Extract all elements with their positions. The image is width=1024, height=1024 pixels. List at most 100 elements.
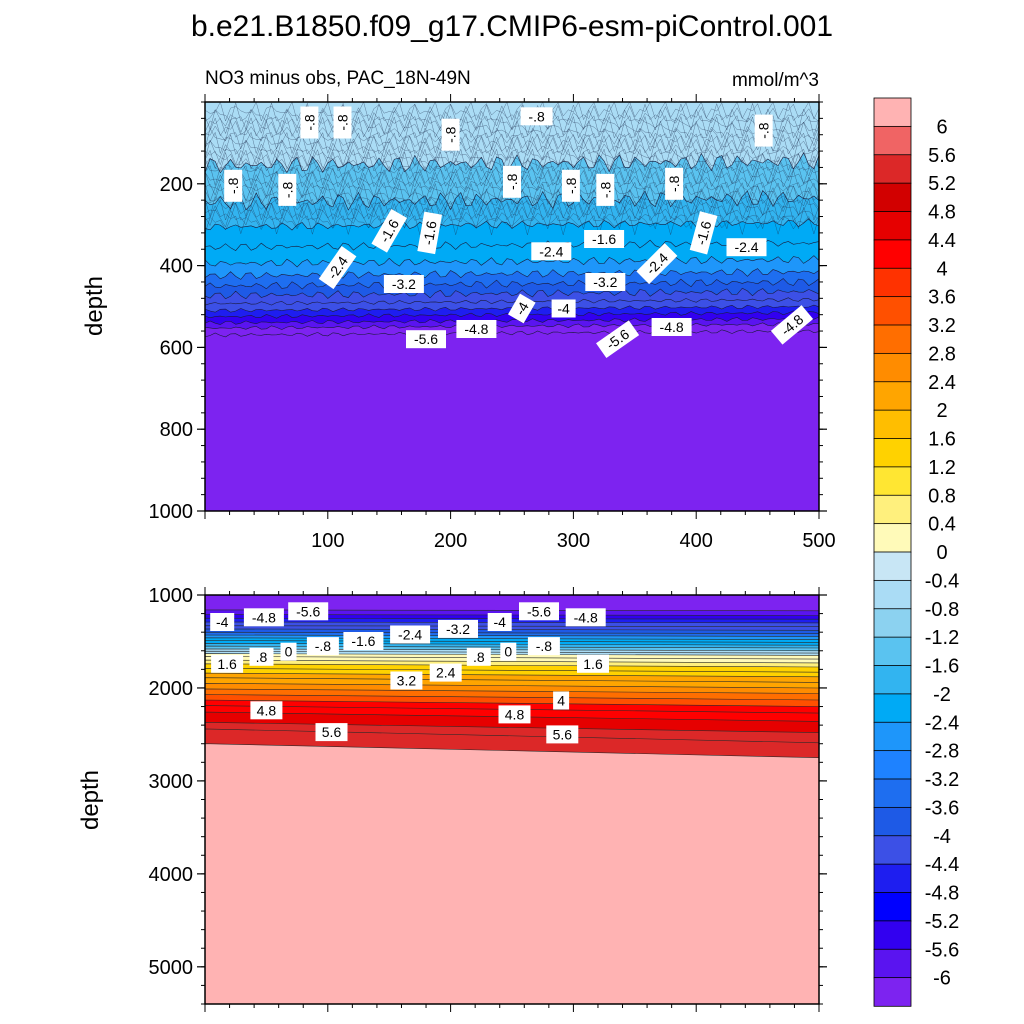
bottom-contour-band — [205, 743, 819, 1004]
colorbar-tick-label: 3.6 — [928, 287, 956, 309]
bottom-contour-label-bg — [243, 608, 284, 627]
top-contour-line — [205, 214, 819, 236]
top-contour-line — [205, 198, 819, 221]
bottom-contour-label-bg — [438, 619, 478, 638]
top-x-tick-label: 500 — [802, 530, 835, 552]
top-x-tick-label: 100 — [311, 530, 344, 552]
top-contour-label-bg — [596, 173, 615, 206]
bottom-contour-label-bg — [466, 647, 491, 666]
top-contour-line — [205, 102, 819, 122]
top-y-tick-label: 600 — [160, 337, 193, 359]
top-contour-line — [205, 150, 819, 172]
bottom-contour-label-text: -4.8 — [252, 609, 276, 625]
colorbar-tick-label: -1.2 — [925, 627, 959, 649]
colorbar-tick-label: -2.8 — [925, 741, 959, 763]
bottom-contour-label-bg — [250, 701, 283, 720]
bottom-y-tick-label: 5000 — [149, 957, 194, 979]
bottom-contour-label-bg — [519, 602, 559, 621]
top-y-tick-label: 200 — [160, 174, 193, 196]
bottom-contour-label-bg — [565, 608, 606, 627]
top-y-tick-label: 800 — [160, 419, 193, 441]
colorbar-swatch — [873, 182, 912, 213]
top-contour-label: -1.6 — [417, 211, 443, 255]
bottom-contour-label: -1.6 — [343, 632, 384, 650]
top-contour-label: -.8 — [520, 107, 553, 126]
top-contour-label: -2.4 — [726, 238, 767, 257]
top-contour-label: -.8 — [665, 167, 684, 200]
top-contour-label: -1.6 — [689, 211, 718, 255]
top-contour-label-text: -1.6 — [420, 219, 440, 246]
colorbar-swatch — [873, 750, 912, 780]
top-x-tick-label: 400 — [680, 530, 713, 552]
colorbar-tick-label: 1.2 — [928, 457, 956, 479]
top-contour-label-bg — [726, 238, 767, 257]
top-contour-label-bg — [754, 114, 773, 147]
bottom-contour-label: 1.6 — [211, 654, 244, 673]
bottom-contour-label-text: -4.8 — [574, 609, 598, 625]
colorbar-tick-label: 2.8 — [928, 343, 956, 365]
colorbar-tick-label: 2.4 — [928, 372, 956, 394]
bottom-contour-label: -4.8 — [565, 608, 606, 627]
top-contour-label-bg — [456, 320, 497, 338]
colorbar-tick-label: -5.6 — [925, 939, 959, 961]
bottom-y-tick-label: 4000 — [149, 864, 194, 886]
top-contour-label-bg — [689, 211, 718, 255]
top-x-tick-label: 300 — [557, 530, 590, 552]
colorbar-tick-label: 1.6 — [928, 429, 956, 451]
bottom-contour-label: 0 — [280, 642, 297, 661]
colorbar-tick-label: -3.6 — [925, 797, 959, 819]
colorbar-swatch — [873, 835, 912, 865]
colorbar-swatch — [873, 636, 912, 667]
colorbar-swatch — [873, 211, 912, 241]
colorbar-swatch — [873, 665, 912, 695]
colorbar-tick-label: 4.8 — [928, 202, 956, 224]
bottom-contour-label-text: -.8 — [315, 638, 332, 654]
bottom-contour-label-bg — [306, 637, 339, 656]
bottom-contour-label: 1.6 — [577, 654, 609, 673]
bottom-contour-label-bg — [390, 671, 423, 690]
top-contour-label-bg — [300, 106, 319, 139]
top-contour-line — [205, 133, 819, 155]
top-contour-label: -.8 — [754, 114, 773, 147]
bottom-contour-label: 5.6 — [315, 723, 348, 742]
top-contour-label-text: -.8 — [301, 114, 317, 131]
bottom-contour-label-bg — [429, 663, 462, 682]
top-contour-line — [205, 102, 819, 123]
top-contour-label: -4 — [551, 299, 576, 318]
bottom-contour-label-bg — [546, 725, 579, 744]
top-contour-label: -.8 — [561, 169, 580, 202]
top-contour-label-bg — [651, 318, 692, 336]
bottom-contour-label: -3.2 — [438, 619, 478, 638]
top-contour-label: -3.2 — [383, 275, 424, 293]
colorbar-tick-label: 5.6 — [928, 145, 956, 167]
colorbar-tick-label: -3.2 — [925, 769, 959, 791]
bottom-contour-label: 0 — [500, 642, 517, 661]
colorbar-swatch — [873, 693, 912, 723]
colorbar-swatch — [873, 267, 912, 298]
bottom-contour-label-bg — [280, 642, 297, 661]
bottom-contour-label-text: -.8 — [536, 638, 553, 654]
top-contour-label-text: -.8 — [225, 177, 241, 194]
colorbar-swatch — [873, 892, 912, 922]
bottom-contour-label-text: 0 — [504, 644, 512, 660]
bottom-contour-label-text: 5.6 — [553, 726, 573, 742]
bottom-contour-label: -.8 — [527, 637, 560, 656]
colorbar-tick-label: -5.2 — [925, 911, 959, 933]
bottom-contour-label: -4 — [210, 613, 235, 631]
bottom-contour-label-bg — [211, 654, 244, 673]
colorbar-swatch — [873, 721, 912, 752]
bottom-y-tick-label: 3000 — [149, 771, 194, 793]
top-contour-label-bg — [508, 293, 536, 324]
colorbar-tick-label: 5.2 — [928, 173, 956, 195]
top-contour-label: -4 — [508, 293, 536, 324]
bottom-contour-label: -.8 — [306, 637, 339, 656]
colorbar-swatch — [873, 438, 912, 468]
bottom-contour-label: 3.2 — [390, 671, 423, 690]
top-contour-label-text: -.8 — [597, 182, 613, 199]
bottom-contour-label-text: -5.6 — [296, 603, 320, 619]
top-contour-line — [205, 187, 819, 211]
colorbar-tick-label: -4.8 — [925, 883, 959, 905]
colorbar-tick-label: -0.8 — [925, 599, 959, 621]
bottom-contour-label-text: 3.2 — [397, 673, 417, 689]
